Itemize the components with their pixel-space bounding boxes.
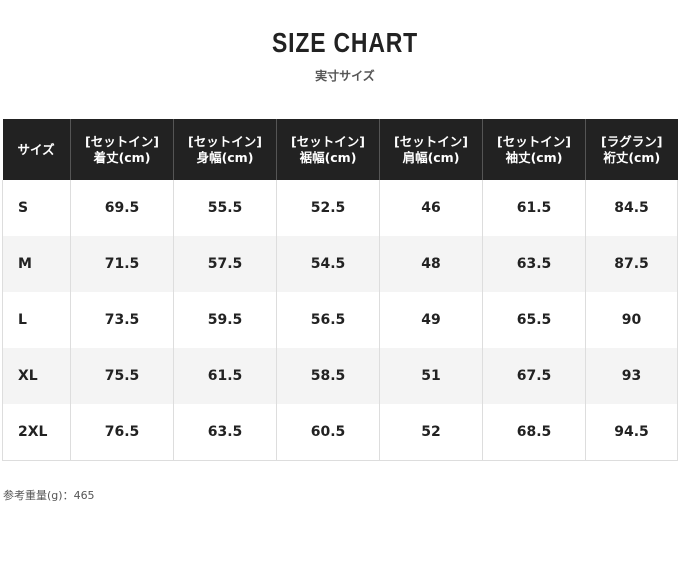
- value-cell: 55.5: [173, 180, 277, 236]
- value-cell: 63.5: [482, 236, 586, 292]
- value-cell: 61.5: [482, 180, 586, 236]
- page-subtitle: 実寸サイズ: [315, 69, 375, 83]
- value-cell: 52.5: [276, 180, 380, 236]
- size-cell: M: [2, 236, 71, 292]
- value-cell: 48: [379, 236, 483, 292]
- header-line2: 裄丈(cm): [603, 149, 661, 165]
- value-cell: 54.5: [276, 236, 380, 292]
- value-cell: 87.5: [585, 236, 678, 292]
- header-line1: [ラグラン]: [601, 133, 663, 149]
- size-cell: XL: [2, 348, 71, 404]
- header-sleeve-length: [セットイン] 袖丈(cm): [482, 119, 586, 180]
- header-label: サイズ: [17, 141, 55, 157]
- table-row: L 73.5 59.5 56.5 49 65.5 90: [2, 292, 678, 348]
- value-cell: 65.5: [482, 292, 586, 348]
- header-raglan-sleeve: [ラグラン] 裄丈(cm): [585, 119, 678, 180]
- header-hem-width: [セットイン] 裾幅(cm): [276, 119, 380, 180]
- value-cell: 60.5: [276, 404, 380, 461]
- value-cell: 49: [379, 292, 483, 348]
- header-line2: 肩幅(cm): [402, 149, 460, 165]
- value-cell: 69.5: [70, 180, 174, 236]
- value-cell: 56.5: [276, 292, 380, 348]
- header-line2: 着丈(cm): [93, 149, 151, 165]
- value-cell: 90: [585, 292, 678, 348]
- value-cell: 51: [379, 348, 483, 404]
- table-row: S 69.5 55.5 52.5 46 61.5 84.5: [2, 180, 678, 236]
- value-cell: 63.5: [173, 404, 277, 461]
- header-line2: 裾幅(cm): [299, 149, 357, 165]
- size-cell: 2XL: [2, 404, 71, 461]
- value-cell: 57.5: [173, 236, 277, 292]
- value-cell: 46: [379, 180, 483, 236]
- header-line1: [セットイン]: [188, 133, 262, 149]
- value-cell: 94.5: [585, 404, 678, 461]
- header-shoulder-width: [セットイン] 肩幅(cm): [379, 119, 483, 180]
- value-cell: 52: [379, 404, 483, 461]
- value-cell: 68.5: [482, 404, 586, 461]
- table-row: XL 75.5 61.5 58.5 51 67.5 93: [2, 348, 678, 404]
- header-size: サイズ: [2, 119, 71, 180]
- reference-weight-note: 参考重量(g)：465: [3, 489, 95, 502]
- table-row: 2XL 76.5 63.5 60.5 52 68.5 94.5: [2, 404, 678, 461]
- value-cell: 59.5: [173, 292, 277, 348]
- header-line2: 袖丈(cm): [505, 149, 563, 165]
- header-line1: [セットイン]: [291, 133, 365, 149]
- size-chart-table: サイズ [セットイン] 着丈(cm) [セットイン] 身幅(cm) [セットイン…: [2, 119, 678, 461]
- page-title: SIZE CHART: [272, 27, 418, 58]
- header-line1: [セットイン]: [394, 133, 468, 149]
- table-row: M 71.5 57.5 54.5 48 63.5 87.5: [2, 236, 678, 292]
- value-cell: 61.5: [173, 348, 277, 404]
- value-cell: 67.5: [482, 348, 586, 404]
- header-length: [セットイン] 着丈(cm): [70, 119, 174, 180]
- size-cell: L: [2, 292, 71, 348]
- header-line1: [セットイン]: [497, 133, 571, 149]
- value-cell: 73.5: [70, 292, 174, 348]
- header-chest-width: [セットイン] 身幅(cm): [173, 119, 277, 180]
- size-cell: S: [2, 180, 71, 236]
- header-line2: 身幅(cm): [196, 149, 254, 165]
- value-cell: 76.5: [70, 404, 174, 461]
- header-row: サイズ [セットイン] 着丈(cm) [セットイン] 身幅(cm) [セットイン…: [2, 119, 678, 180]
- value-cell: 84.5: [585, 180, 678, 236]
- value-cell: 93: [585, 348, 678, 404]
- value-cell: 71.5: [70, 236, 174, 292]
- header-line1: [セットイン]: [85, 133, 159, 149]
- value-cell: 58.5: [276, 348, 380, 404]
- value-cell: 75.5: [70, 348, 174, 404]
